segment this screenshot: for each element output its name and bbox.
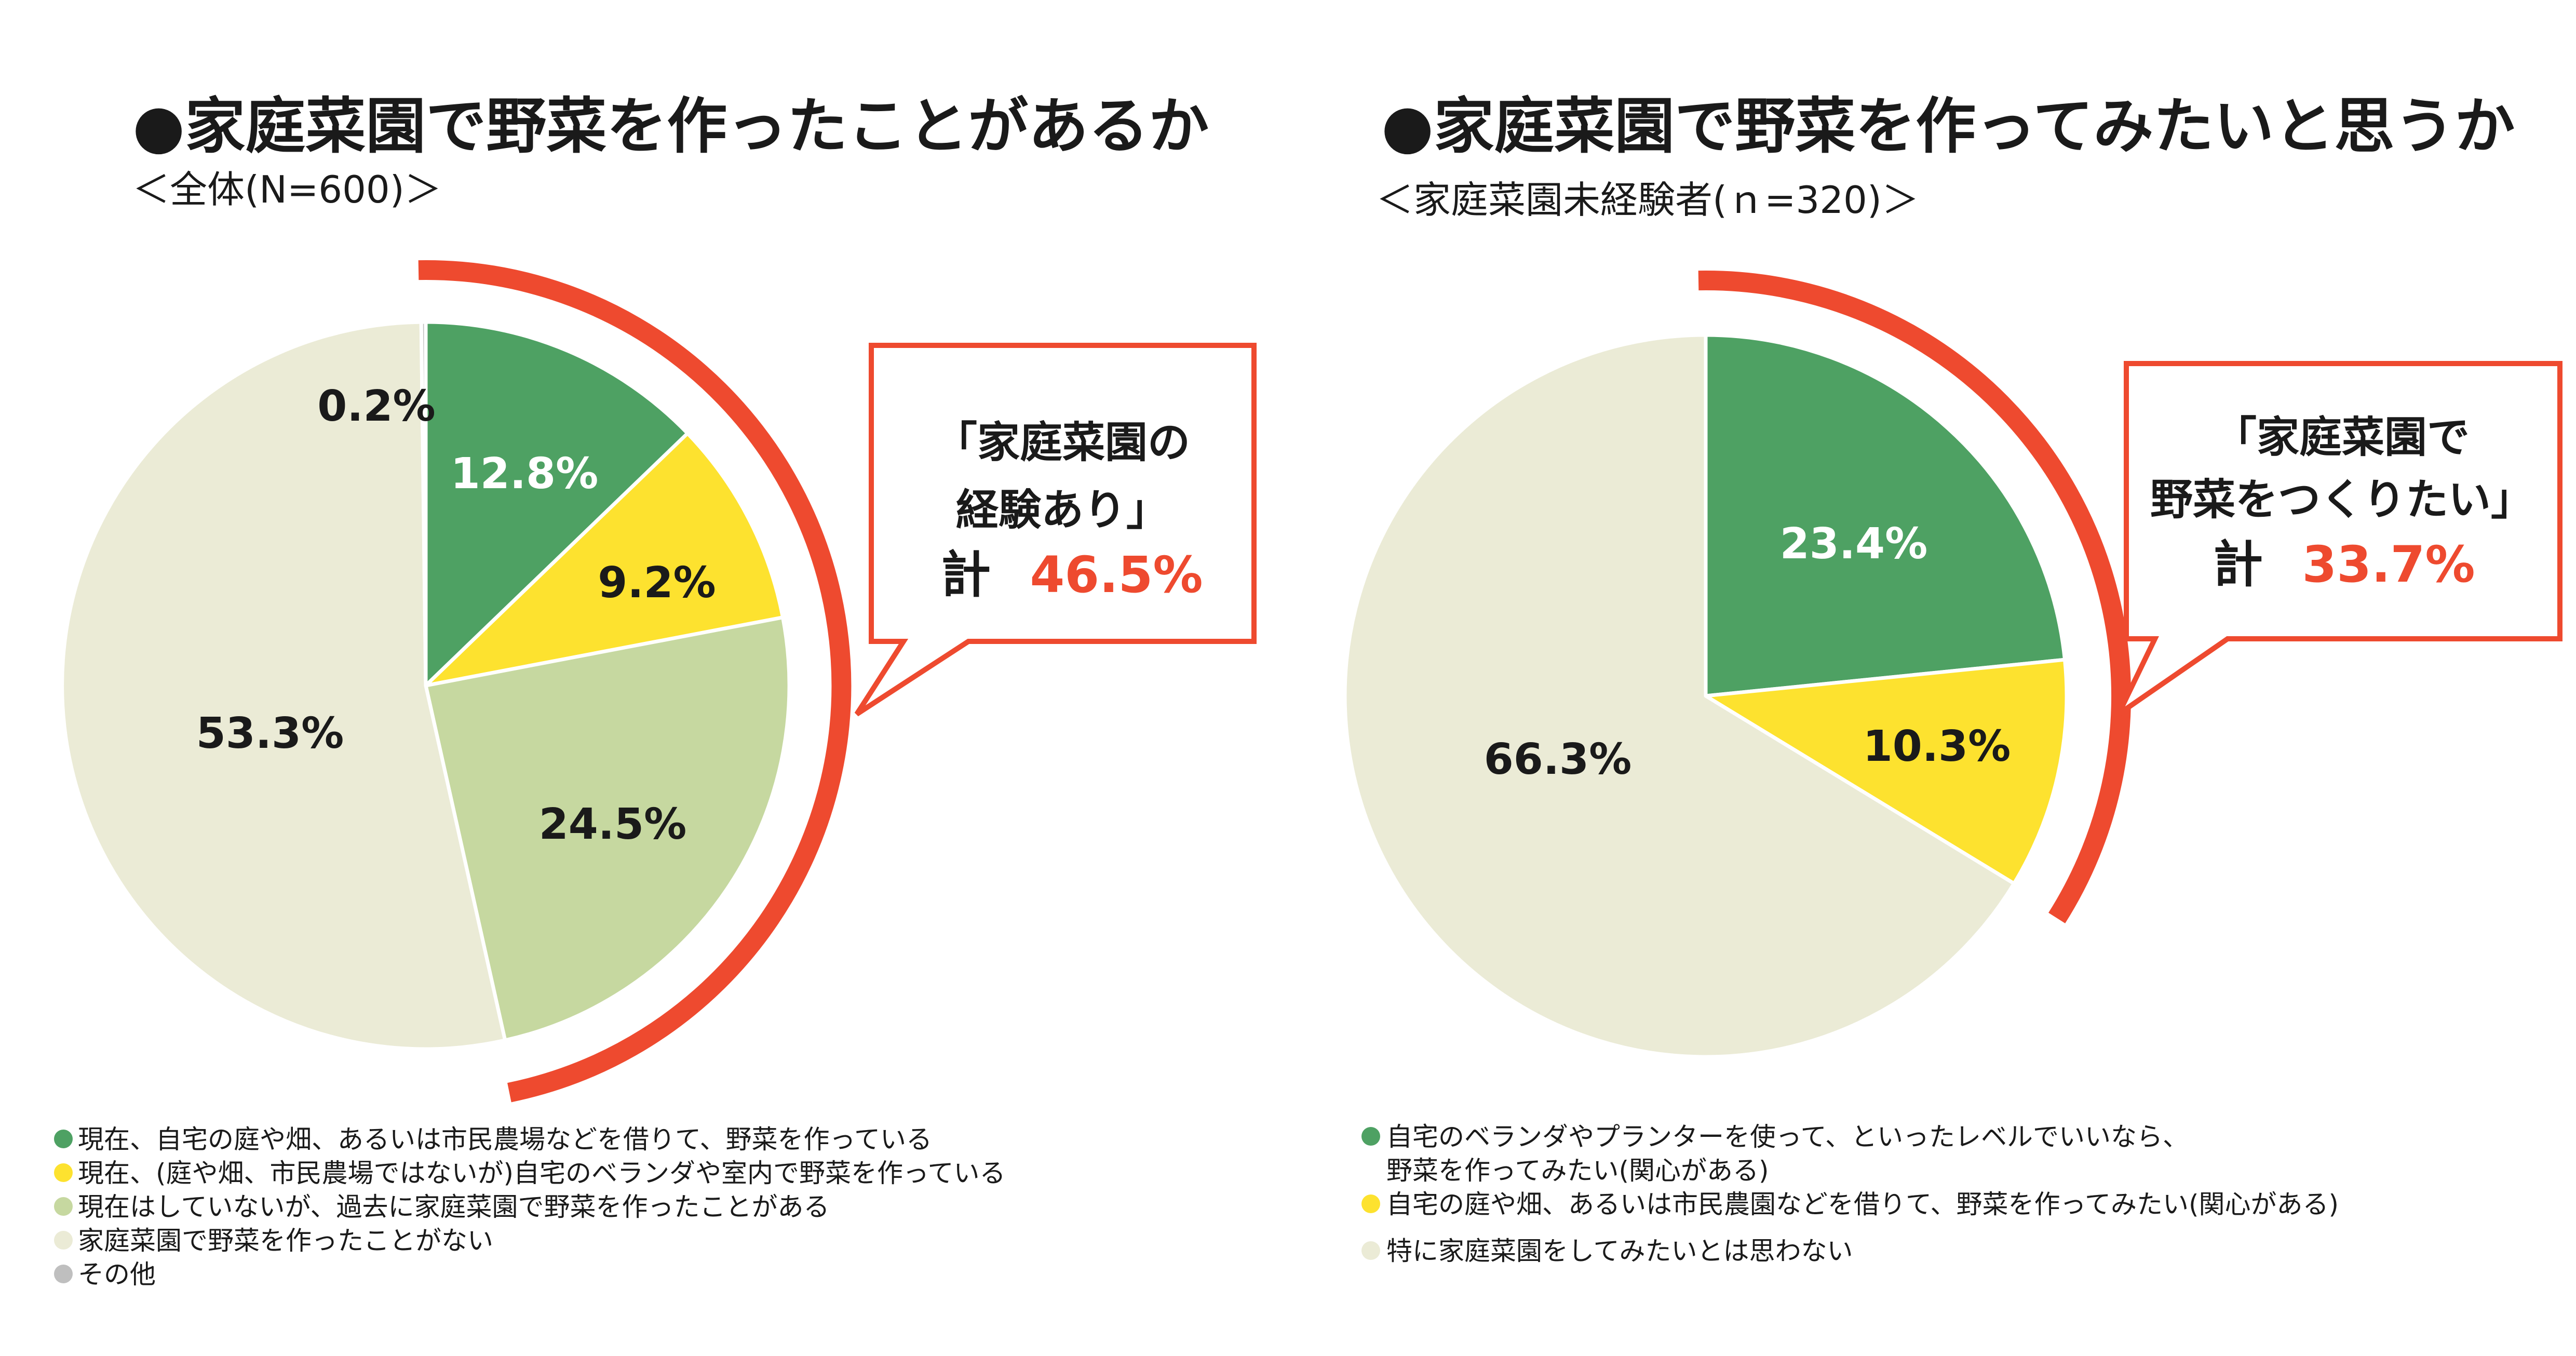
chart-2-slice-label-2: 66.3% bbox=[1484, 735, 1631, 784]
chart-1-slice-0 bbox=[424, 320, 690, 688]
chart-2-slice-1 bbox=[1704, 657, 2069, 885]
chart-1-slice-label-0: 12.8% bbox=[451, 449, 598, 499]
chart-2-slice-label-1: 10.3% bbox=[1863, 722, 2011, 771]
chart-1-callout-line1: 「家庭菜園の bbox=[935, 418, 1190, 467]
chart-1-pie bbox=[60, 320, 791, 1051]
chart-1-subtitle: ＜全体(N=600)＞ bbox=[132, 168, 442, 211]
chart-1-legend-label-3: 家庭菜園で野菜を作ったことがない bbox=[78, 1226, 493, 1256]
chart-1-slice-4 bbox=[419, 320, 428, 688]
chart-1-callout-total-label: 計 bbox=[941, 546, 991, 604]
chart-2-legend: 自宅のベランダやプランターを使って、といったレベルでいいなら、 野菜を作ってみた… bbox=[1361, 1122, 2339, 1266]
chart-1-legend: 現在、自宅の庭や畑、あるいは市民農場などを借りて、野菜を作っている 現在、(庭や… bbox=[54, 1124, 1006, 1290]
chart-2-legend-label-2: 特に家庭菜園をしてみたいとは思わない bbox=[1386, 1236, 1853, 1266]
chart-1-slice-label-3: 53.3% bbox=[196, 709, 344, 758]
chart-2-callout-total-value: 33.7% bbox=[2302, 535, 2475, 594]
chart-2-highlight-arc bbox=[1698, 271, 2131, 923]
chart-1-slice-2 bbox=[424, 615, 791, 1042]
chart-2-legend-label-0b: 野菜を作ってみたい(関心がある) bbox=[1386, 1156, 1769, 1186]
chart-1-legend-label-1: 現在、(庭や畑、市民農場ではないが)自宅のベランダや室内で野菜を作っている bbox=[78, 1158, 1006, 1188]
chart-2-subtitle: ＜家庭菜園未経験者(ｎ=320)＞ bbox=[1376, 178, 1919, 222]
chart-2-title: ●家庭菜園で野菜を作ってみたいと思うか bbox=[1381, 91, 2515, 162]
chart-1-legend-swatch-1 bbox=[54, 1163, 73, 1182]
chart-1-slice-label-1: 9.2% bbox=[598, 558, 716, 608]
chart-2-slice-0 bbox=[1704, 333, 2067, 698]
chart-2-callout-line1: 「家庭菜園で bbox=[2214, 413, 2470, 462]
chart-1-legend-label-0: 現在、自宅の庭や畑、あるいは市民農場などを借りて、野菜を作っている bbox=[78, 1124, 932, 1154]
chart-1-legend-swatch-2 bbox=[54, 1197, 73, 1216]
chart-1-legend-label-4: その他 bbox=[78, 1259, 156, 1290]
chart-2-legend-swatch-0 bbox=[1361, 1127, 1380, 1146]
chart-2-legend-swatch-1 bbox=[1361, 1194, 1380, 1213]
chart-1: ●家庭菜園で野菜を作ったことがあるか ＜全体(N=600)＞ 12.8% 9.2… bbox=[54, 91, 1257, 1290]
chart-2-legend-swatch-2 bbox=[1361, 1241, 1380, 1260]
chart-1-legend-swatch-3 bbox=[54, 1231, 73, 1250]
chart-1-legend-swatch-0 bbox=[54, 1130, 73, 1148]
chart-2-slice-2 bbox=[1343, 333, 2016, 1059]
chart-2: ●家庭菜園で野菜を作ってみたいと思うか ＜家庭菜園未経験者(ｎ=320)＞ 23… bbox=[1343, 91, 2562, 1266]
chart-1-callout-line2: 経験あり」 bbox=[956, 486, 1169, 535]
chart-1-slice-label-2: 24.5% bbox=[539, 800, 686, 849]
chart-1-legend-label-2: 現在はしていないが、過去に家庭菜園で野菜を作ったことがある bbox=[78, 1192, 830, 1222]
chart-2-legend-label-1: 自宅の庭や畑、あるいは市民農園などを借りて、野菜を作ってみたい(関心がある) bbox=[1386, 1189, 2339, 1219]
chart-1-slice-1 bbox=[424, 431, 785, 688]
chart-1-title: ●家庭菜園で野菜を作ったことがあるか bbox=[132, 91, 1209, 162]
chart-1-slice-3 bbox=[60, 320, 507, 1051]
chart-1-slice-label-4: 0.2% bbox=[317, 382, 435, 431]
chart-2-callout-box bbox=[2112, 361, 2562, 722]
chart-1-legend-swatch-4 bbox=[54, 1265, 73, 1283]
chart-1-callout-box bbox=[854, 343, 1257, 717]
chart-1-callout-total-value: 46.5% bbox=[1030, 546, 1203, 604]
chart-1-highlight-arc bbox=[418, 260, 852, 1103]
chart-2-slice-label-0: 23.4% bbox=[1780, 519, 1927, 569]
chart-2-pie bbox=[1343, 333, 2069, 1059]
chart-2-legend-label-0: 自宅のベランダやプランターを使って、といったレベルでいいなら、 bbox=[1386, 1122, 2189, 1152]
chart-2-callout-line2: 野菜をつくりたい」 bbox=[2150, 475, 2533, 525]
chart-2-callout-total-label: 計 bbox=[2213, 535, 2263, 594]
